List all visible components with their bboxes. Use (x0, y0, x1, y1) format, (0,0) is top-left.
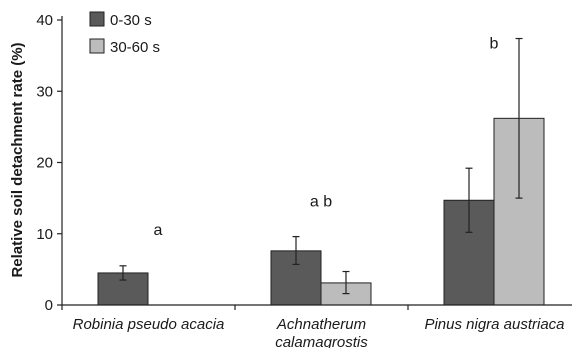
y-axis (57, 16, 63, 306)
legend: 0-30 s 30-60 s (89, 11, 160, 56)
error-bar (465, 167, 473, 233)
legend-item: 30-60 s (89, 38, 160, 56)
category-labels: Robinia pseudo acacia Achnatherumcalamagr… (73, 316, 565, 348)
category-label: Robinia pseudo acacia (73, 316, 225, 333)
legend-item: 0-30 s (89, 11, 152, 29)
error-bars (119, 37, 523, 295)
y-tick-label: 30 (36, 83, 53, 100)
significance-label: a (154, 222, 163, 239)
y-tick-labels: 0 10 20 30 40 (36, 12, 53, 314)
error-bar (515, 37, 523, 199)
error-bar (292, 236, 300, 265)
significance-label: a b (310, 194, 332, 211)
annotations: a a b b (154, 36, 499, 240)
y-tick-label: 10 (36, 226, 53, 243)
legend-label: 0-30 s (110, 12, 152, 29)
y-tick-label: 0 (45, 297, 53, 314)
y-tick-label: 20 (36, 155, 53, 172)
legend-label: 30-60 s (110, 39, 160, 56)
significance-label: b (490, 36, 499, 53)
y-axis-label: Relative soil detachment rate (%) (9, 42, 26, 277)
y-tick-label: 40 (36, 12, 53, 29)
error-bar (342, 270, 350, 295)
category-label: Pinus nigra austriaca (424, 316, 564, 333)
error-bar (119, 265, 127, 281)
legend-swatch (89, 11, 105, 27)
legend-swatch (89, 38, 105, 54)
bars (97, 117, 545, 306)
category-label: calamagrostis (275, 334, 368, 348)
category-label: Achnatherum (276, 316, 366, 333)
x-axis (61, 304, 572, 310)
